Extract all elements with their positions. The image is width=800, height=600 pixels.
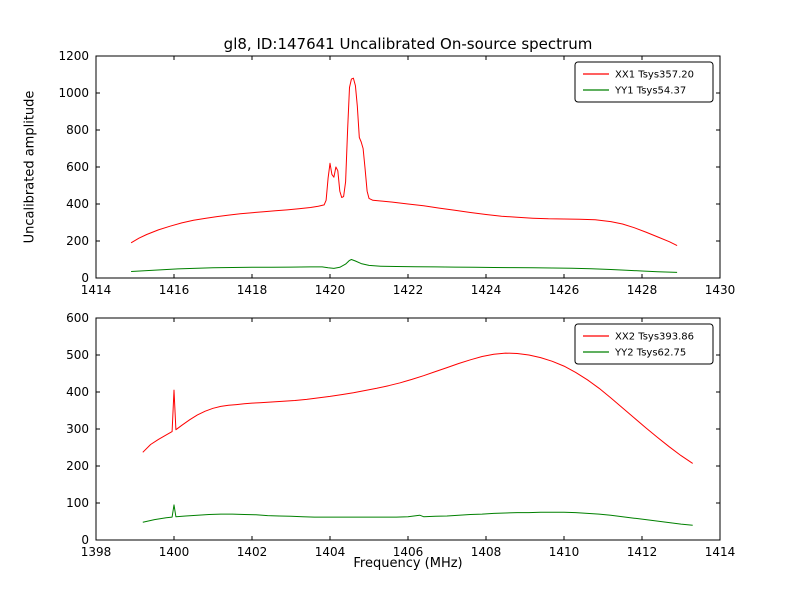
legend-label: YY2 Tsys62.75 [614,348,686,359]
series-line-xx2 [142,352,693,464]
series-line-yy2 [142,504,693,526]
x-tick-label: 1426 [549,283,580,297]
subplot-2: 1398 1400 1402 1404 1406 1408 1410 1412 1414 0 100… [66,311,735,559]
y-tick-label: 200 [66,234,89,248]
subplot-1: 1414 1416 1418 1420 1422 1424 1426 1428 1430 0 200… [58,49,735,297]
x-tick-label: 1410 [549,545,580,559]
x-tick-label: 1430 [705,283,736,297]
y-tick-label: 800 [66,123,89,137]
y-tick-label: 600 [66,311,89,325]
legend-label: YY1 Tsys54.37 [614,86,686,97]
x-tick-label: 1416 [159,283,190,297]
x-tick-label: 1402 [237,545,268,559]
x-tick-label: 1422 [393,283,424,297]
y-tick-label: 200 [66,459,89,473]
x-tick-label: 1428 [627,283,658,297]
x-tick-label: 1404 [315,545,346,559]
legend-box [574,61,714,103]
series-line-yy1 [131,259,678,273]
x-tick-label: 1414 [81,283,112,297]
x-axis-label: Frequency (MHz) [353,556,463,571]
x-tick-label: 1418 [237,283,268,297]
legend-label: XX1 Tsys357.20 [615,70,694,81]
y-tick-label: 300 [66,422,89,436]
y-tick-label: 1200 [58,49,89,63]
y-tick-label: 400 [66,385,89,399]
y-tick-label: 1000 [58,86,89,100]
x-tick-label: 1424 [471,283,502,297]
x-tick-label: 1420 [315,283,346,297]
y-tick-label: 100 [66,496,89,510]
chart-title: gl8, ID:147641 Uncalibrated On-source sp… [223,35,593,53]
y-tick-label: 400 [66,197,89,211]
y-tick-label: 600 [66,160,89,174]
y-tick-label: 0 [81,533,89,547]
series-line-xx1 [130,77,678,247]
legend-box [574,323,714,365]
x-tick-label: 1412 [627,545,658,559]
x-tick-label: 1400 [159,545,190,559]
y-tick-label: 0 [81,271,89,285]
x-tick-label: 1414 [705,545,736,559]
y-axis-label: Uncalibrated amplitude [22,90,38,244]
y-tick-label: 500 [66,348,89,362]
x-tick-label: 1408 [471,545,502,559]
x-tick-label: 1398 [81,545,112,559]
x-tick-label: 1406 [393,545,424,559]
legend-label: XX2 Tsys393.86 [615,332,694,343]
